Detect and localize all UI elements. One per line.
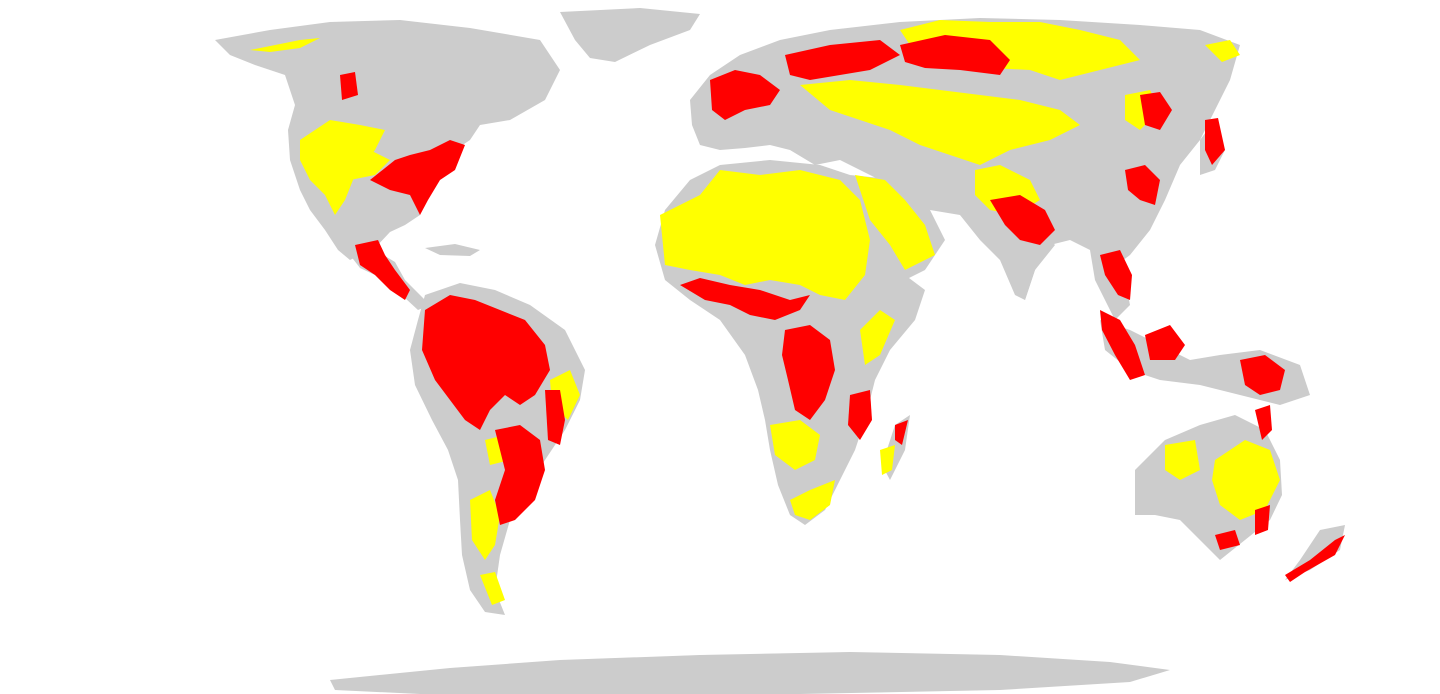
red-region bbox=[355, 240, 410, 300]
red-layer bbox=[340, 35, 1345, 582]
red-region bbox=[1100, 250, 1132, 300]
yellow-region bbox=[340, 150, 390, 180]
red-region bbox=[680, 278, 810, 320]
red-region bbox=[990, 195, 1055, 245]
yellow-region bbox=[300, 120, 385, 215]
red-region bbox=[1240, 355, 1285, 395]
yellow-region bbox=[880, 445, 895, 475]
red-region bbox=[1255, 405, 1272, 440]
yellow-region bbox=[770, 420, 820, 470]
yellow-layer bbox=[250, 20, 1280, 605]
yellow-region bbox=[660, 170, 870, 300]
land-southeast-asia bbox=[1090, 250, 1130, 320]
land-greenland bbox=[560, 8, 700, 62]
red-region bbox=[1140, 92, 1172, 130]
red-region bbox=[785, 40, 900, 80]
yellow-region bbox=[800, 80, 1080, 165]
red-region bbox=[1285, 535, 1345, 582]
yellow-region bbox=[855, 175, 935, 270]
red-region bbox=[495, 425, 545, 525]
red-region bbox=[545, 390, 565, 445]
yellow-region bbox=[470, 490, 500, 560]
red-region bbox=[1125, 165, 1160, 205]
yellow-region bbox=[790, 480, 835, 520]
red-region bbox=[1205, 118, 1225, 165]
red-region bbox=[370, 140, 465, 215]
red-region bbox=[1215, 530, 1240, 550]
land-caribbean bbox=[425, 244, 480, 256]
red-region bbox=[1100, 310, 1145, 380]
land-antarctica bbox=[330, 652, 1170, 694]
red-region bbox=[895, 420, 908, 445]
yellow-region bbox=[1212, 440, 1280, 520]
red-region bbox=[900, 35, 1010, 75]
red-region bbox=[1255, 505, 1270, 535]
yellow-region bbox=[1165, 440, 1200, 480]
yellow-region bbox=[860, 310, 895, 365]
yellow-region bbox=[250, 38, 320, 52]
red-region bbox=[340, 72, 358, 100]
red-region bbox=[1145, 325, 1185, 360]
red-region bbox=[782, 325, 835, 420]
red-region bbox=[710, 70, 780, 120]
yellow-region bbox=[1205, 40, 1240, 62]
red-region bbox=[848, 390, 872, 440]
land-north-america bbox=[215, 20, 560, 260]
yellow-region bbox=[480, 572, 505, 605]
red-region bbox=[422, 295, 550, 430]
